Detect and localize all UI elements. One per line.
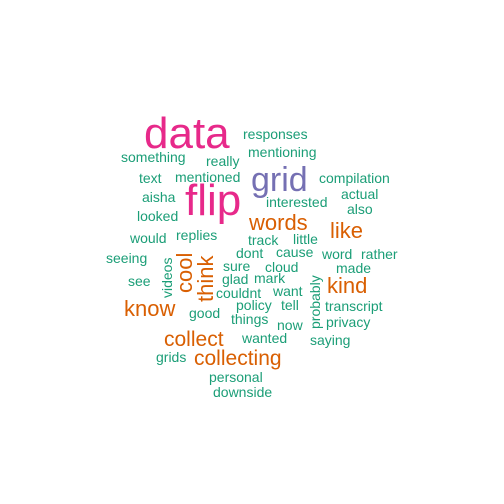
word-made: made xyxy=(336,260,371,276)
word-seeing: seeing xyxy=(106,250,147,266)
word-word: word xyxy=(321,246,352,262)
word-wanted: wanted xyxy=(241,330,287,346)
word-downside: downside xyxy=(213,384,272,400)
word-like: like xyxy=(330,218,363,243)
word-see: see xyxy=(128,273,151,289)
word-transcript: transcript xyxy=(325,298,383,314)
word-compilation: compilation xyxy=(319,170,390,186)
word-something: something xyxy=(121,149,186,165)
word-kind: kind xyxy=(327,273,367,298)
word-think: think xyxy=(193,255,218,302)
word-looked: looked xyxy=(137,208,178,224)
word-things: things xyxy=(231,311,268,327)
word-couldnt: couldnt xyxy=(216,285,261,301)
word-probably: probably xyxy=(307,275,323,329)
word-saying: saying xyxy=(310,332,350,348)
word-dont: dont xyxy=(236,245,263,261)
word-track: track xyxy=(248,232,279,248)
word-want: want xyxy=(272,283,303,299)
word-personal: personal xyxy=(209,369,263,385)
word-privacy: privacy xyxy=(326,314,370,330)
word-cause: cause xyxy=(276,244,314,260)
word-rather: rather xyxy=(361,246,398,262)
word-videos: videos xyxy=(159,258,175,298)
word-cloud: cloud xyxy=(265,259,298,275)
word-now: now xyxy=(277,317,304,333)
word-responses: responses xyxy=(243,126,308,142)
word-text: text xyxy=(139,170,162,186)
word-collecting: collecting xyxy=(194,347,282,370)
word-cool: cool xyxy=(172,253,197,293)
word-replies: replies xyxy=(176,227,217,243)
word-policy: policy xyxy=(236,297,272,313)
word-grids: grids xyxy=(156,349,186,365)
word-mentioned: mentioned xyxy=(175,169,240,185)
word-really: really xyxy=(206,153,239,169)
word-tell: tell xyxy=(281,297,299,313)
word-grid: grid xyxy=(251,161,308,199)
word-flip: flip xyxy=(185,176,241,225)
word-mentioning: mentioning xyxy=(248,144,317,160)
word-also: also xyxy=(347,201,373,217)
word-glad: glad xyxy=(222,271,248,287)
word-know: know xyxy=(124,296,175,321)
word-collect: collect xyxy=(164,328,224,351)
word-interested: interested xyxy=(266,194,327,210)
word-aisha: aisha xyxy=(142,189,176,205)
word-good: good xyxy=(189,305,220,321)
word-mark: mark xyxy=(254,270,286,286)
word-sure: sure xyxy=(223,258,250,274)
word-actual: actual xyxy=(341,186,378,202)
word-would: would xyxy=(129,230,167,246)
word-little: little xyxy=(293,231,318,247)
word-data: data xyxy=(144,109,230,158)
word-words: words xyxy=(248,210,308,235)
